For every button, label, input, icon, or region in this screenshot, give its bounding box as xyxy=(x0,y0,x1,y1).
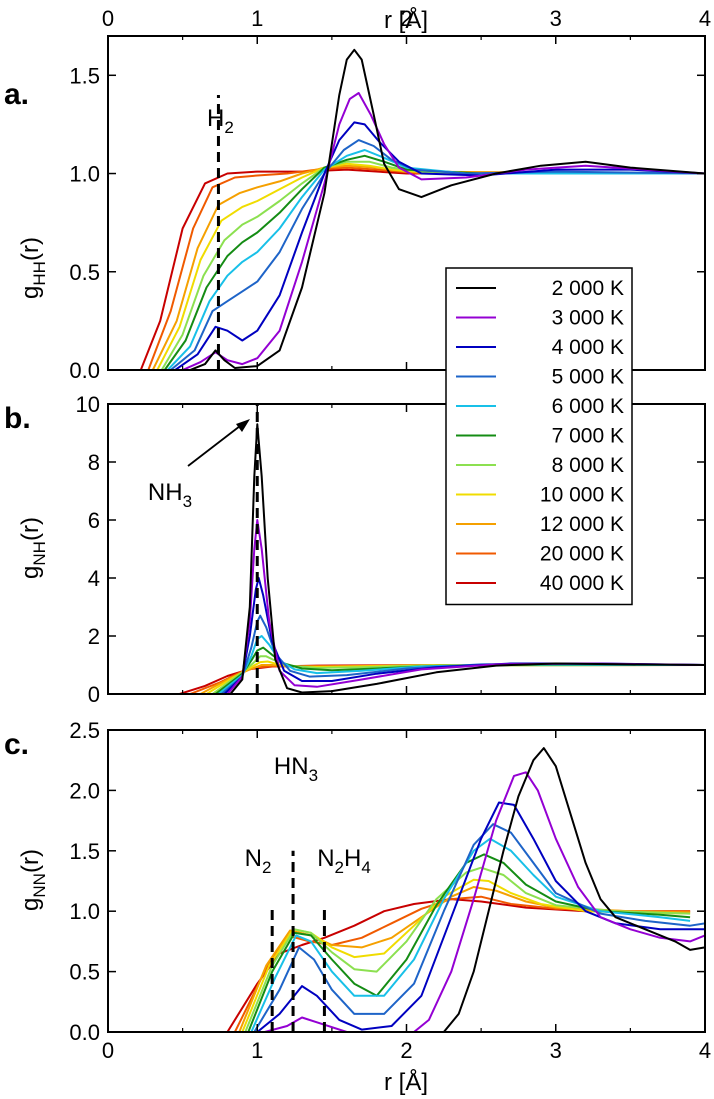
x-tick-label: 2 xyxy=(400,1038,412,1063)
panel-letter-b: b. xyxy=(4,402,31,435)
legend-label: 6 000 K xyxy=(552,395,624,418)
series-line-10000k xyxy=(108,878,691,1032)
y-tick-label: 8 xyxy=(88,450,100,475)
y-axis-label-nn: gNN(r) xyxy=(17,849,49,911)
legend-label: 5 000 K xyxy=(552,366,624,389)
panel-b-nh: b. gNH(r) 0 2 4 6 8 10 NH3 2 000 K 3 000 K 4 000 … xyxy=(4,267,706,707)
series-group xyxy=(108,747,705,1032)
y-tick-label: 6 xyxy=(88,508,100,533)
plot-frame xyxy=(107,729,706,1033)
y-tick-label: 0.5 xyxy=(69,960,100,985)
annotation-arrowhead xyxy=(236,419,250,432)
x-tick-label: 1 xyxy=(251,1038,263,1063)
series-line-7000k xyxy=(108,154,705,370)
series-line-5000k xyxy=(108,823,705,1032)
panel-letter-c: c. xyxy=(4,728,29,761)
x-tick-label-top: 1 xyxy=(251,6,263,31)
y-tick-label: 0 xyxy=(88,682,100,707)
y-tick-label: 1.5 xyxy=(69,839,100,864)
annotation-arrow xyxy=(187,425,241,467)
panel-c-nn: c. gNN(r) 0 1 2 3 4 0.0 0.5 1.0 1.5 2.0 2.5 N2 HN3 N2… xyxy=(4,718,711,1063)
series-line-2000k xyxy=(108,423,705,694)
series-line-20000k xyxy=(108,166,705,370)
series-group xyxy=(108,423,705,694)
legend-label: 10 000 K xyxy=(540,484,624,507)
y-tick-label: 2.0 xyxy=(69,778,100,803)
series-line-8000k xyxy=(108,866,691,1032)
series-line-8000k xyxy=(108,655,705,694)
series-line-5000k xyxy=(108,139,705,370)
y-tick-label: 0.5 xyxy=(69,260,100,285)
series-group xyxy=(108,48,705,370)
y-tick-label: 4 xyxy=(88,566,100,591)
y-tick-label: 2 xyxy=(88,624,100,649)
annotation-n2h4: N2H4 xyxy=(317,845,371,877)
bottom-axis-label: r [Å] xyxy=(384,1068,428,1096)
x-tick-label-top: 0 xyxy=(102,6,114,31)
x-tick-label-top: 3 xyxy=(550,6,562,31)
x-tick-label: 0 xyxy=(102,1038,114,1063)
annotation-nh3: NH3 xyxy=(148,479,192,511)
x-tick-label: 4 xyxy=(699,1038,711,1063)
x-tick-label-top: 2 xyxy=(400,6,412,31)
series-line-7000k xyxy=(108,853,691,1032)
x-tick-label-top: 4 xyxy=(699,6,711,31)
y-axis-label-hh: gHH(r) xyxy=(17,237,49,299)
legend-label: 7 000 K xyxy=(552,425,624,448)
series-line-4000k xyxy=(108,801,705,1032)
annotation-n2: N2 xyxy=(245,845,272,877)
legend-label: 12 000 K xyxy=(540,513,624,536)
series-line-12000k xyxy=(108,886,691,1032)
series-line-20000k xyxy=(108,895,691,1032)
top-axis-label: r [Å] xyxy=(384,6,428,34)
x-tick-label: 3 xyxy=(550,1038,562,1063)
series-line-2000k xyxy=(108,48,705,370)
y-tick-label: 10 xyxy=(76,392,100,417)
legend-label: 3 000 K xyxy=(552,307,624,330)
panel-letter-a: a. xyxy=(4,78,29,111)
legend-label: 40 000 K xyxy=(540,572,624,595)
series-line-5000k xyxy=(108,614,705,694)
y-tick-label: 2.5 xyxy=(69,718,100,743)
legend-label: 4 000 K xyxy=(552,336,624,359)
series-line-10000k xyxy=(108,162,705,370)
y-tick-label: 1.0 xyxy=(69,899,100,924)
y-tick-label: 0.0 xyxy=(69,1020,100,1045)
series-line-12000k xyxy=(108,164,705,370)
y-tick-label: 0.0 xyxy=(69,358,100,383)
legend-label: 8 000 K xyxy=(552,454,624,477)
y-tick-label: 1.5 xyxy=(69,63,100,88)
legend-label: 2 000 K xyxy=(552,277,624,300)
annotation-h2: H2 xyxy=(207,105,234,137)
y-tick-label: 1.0 xyxy=(69,162,100,187)
panel-a-hh: a. gHH(r) 0 1 2 3 4 0.0 0.5 1.0 1.5 H2 xyxy=(4,6,711,383)
series-line-40000k xyxy=(108,168,705,370)
legend: 2 000 K 3 000 K 4 000 K 5 000 K 6 000 K 7 000… xyxy=(445,267,633,606)
series-line-3000k xyxy=(108,771,705,1032)
y-axis-label-nh: gNH(r) xyxy=(17,517,49,579)
annotation-hn3: HN3 xyxy=(274,753,318,785)
series-line-2000k xyxy=(108,747,705,1032)
legend-label: 20 000 K xyxy=(540,543,624,566)
series-line-6000k xyxy=(108,837,691,1032)
